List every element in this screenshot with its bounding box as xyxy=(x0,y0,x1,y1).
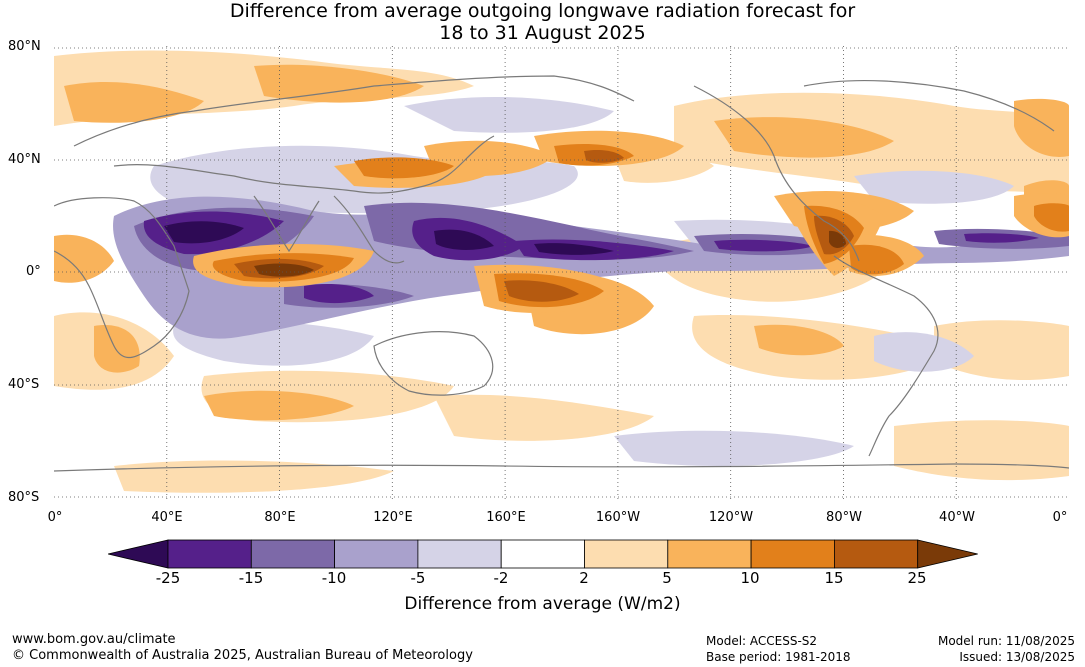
lon-label-120w: 120°W xyxy=(708,510,754,525)
colorbar-tick: -5 xyxy=(410,569,426,587)
colorbar-tick: 10 xyxy=(740,569,760,587)
colorbar-label: Difference from average (W/m2) xyxy=(404,594,681,614)
map-field-svg xyxy=(54,46,1069,499)
colorbar-cell xyxy=(167,539,252,569)
colorbar-cell xyxy=(584,539,669,569)
footer-copyright: © Commonwealth of Australia 2025, Austra… xyxy=(12,648,473,663)
lat-label-equator: 0° xyxy=(26,264,41,279)
footer-url[interactable]: www.bom.gov.au/climate xyxy=(12,632,176,647)
footer-base-period: Base period: 1981-2018 xyxy=(706,650,851,664)
coastlines xyxy=(54,75,1069,472)
lon-label-40e: 40°E xyxy=(151,510,183,525)
colorbar-tick: -2 xyxy=(493,569,509,587)
lon-label-120e: 120°E xyxy=(373,510,413,525)
colorbar-tick: -15 xyxy=(238,569,264,587)
colorbar-cell xyxy=(334,539,419,569)
lon-label-160e: 160°E xyxy=(486,510,526,525)
colorbar-cell xyxy=(250,539,336,569)
lon-label-0-east: 0° xyxy=(1052,510,1068,525)
map-title-line1: Difference from average outgoing longwav… xyxy=(229,0,856,22)
colorbar-tick: 5 xyxy=(662,569,672,587)
colorbar-tick: 15 xyxy=(824,569,844,587)
colorbar-tick: -25 xyxy=(155,569,181,587)
colorbar-tick: -10 xyxy=(321,569,347,587)
footer-issued: Issued: 13/08/2025 xyxy=(959,650,1075,664)
colorbar-cell xyxy=(417,539,502,569)
colorbar-cell xyxy=(750,539,835,569)
lon-label-0: 0° xyxy=(47,510,63,525)
lat-label-40n: 40°N xyxy=(8,152,41,167)
lat-label-80s: 80°S xyxy=(8,490,40,505)
colorbar-extend-high xyxy=(917,539,978,569)
lat-label-40s: 40°S xyxy=(8,377,40,392)
map-title-line2: 18 to 31 August 2025 xyxy=(439,22,646,44)
lon-label-80e: 80°E xyxy=(264,510,296,525)
colorbar xyxy=(108,539,978,569)
lat-label-80n: 80°N xyxy=(8,39,41,54)
lon-label-40w: 40°W xyxy=(939,510,975,525)
lon-label-80w: 80°W xyxy=(826,510,862,525)
lon-label-160w: 160°W xyxy=(595,510,641,525)
colorbar-tick: 25 xyxy=(907,569,927,587)
colorbar-cell xyxy=(500,539,585,569)
footer-model-run: Model run: 11/08/2025 xyxy=(937,634,1075,648)
colorbar-extend-low xyxy=(108,539,169,569)
colorbar-cell xyxy=(834,539,919,569)
olr-anomaly-map xyxy=(54,46,1069,499)
footer-model: Model: ACCESS-S2 xyxy=(706,634,818,648)
colorbar-cell xyxy=(667,539,752,569)
colorbar-tick: 2 xyxy=(579,569,589,587)
